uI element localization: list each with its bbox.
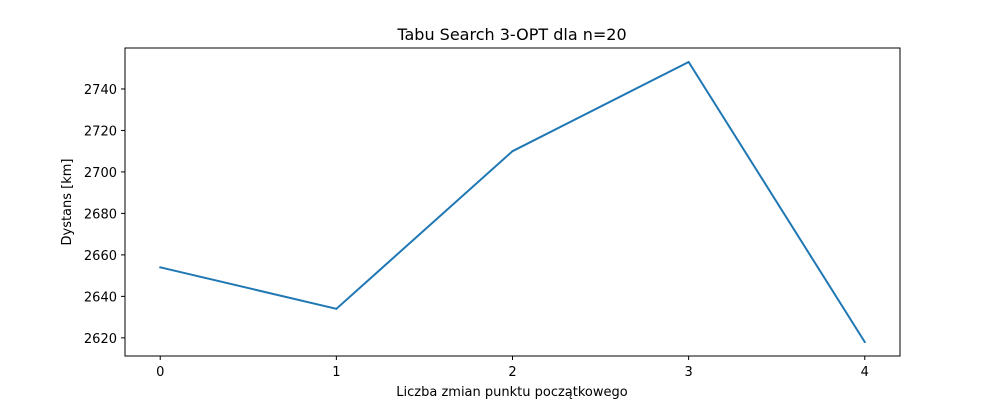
y-tick-label: 2680 <box>84 207 117 222</box>
x-tick-label: 1 <box>332 365 340 380</box>
chart-title: Tabu Search 3-OPT dla n=20 <box>396 25 626 44</box>
x-tick-label: 0 <box>156 365 164 380</box>
data-point <box>687 61 690 63</box>
series-line <box>159 61 866 343</box>
y-tick-label: 2700 <box>84 166 117 181</box>
plot-frame <box>124 47 901 357</box>
y-tick-label: 2660 <box>84 249 117 264</box>
x-tick-label: 2 <box>508 365 516 380</box>
x-tick-label: 4 <box>861 365 869 380</box>
x-tick-label: 3 <box>684 365 692 380</box>
data-point <box>335 307 338 310</box>
x-axis-label: Liczba zmian punktu początkowego <box>396 385 627 400</box>
data-point <box>511 150 514 153</box>
data-point <box>863 341 866 343</box>
y-axis-label: Dystans [km] <box>60 158 75 245</box>
y-tick-label: 2740 <box>84 83 117 98</box>
y-tick-label: 2720 <box>84 124 117 139</box>
y-tick-label: 2640 <box>84 290 117 305</box>
y-tick-label: 2620 <box>84 332 117 347</box>
data-point <box>159 266 162 269</box>
